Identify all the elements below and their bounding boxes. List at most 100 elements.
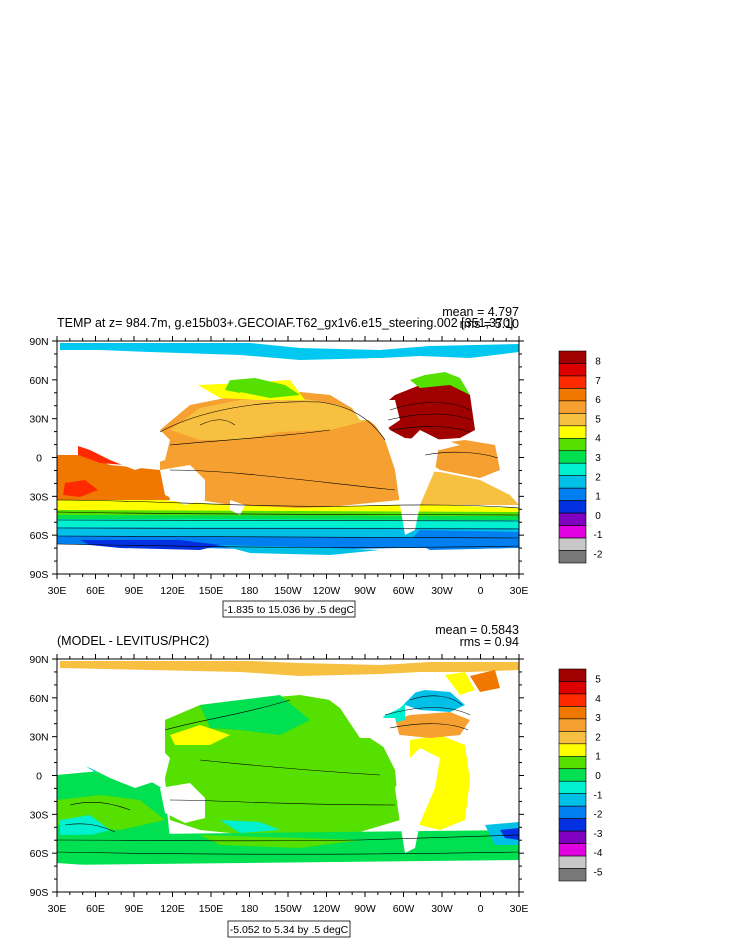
panel-2-subtitle: -5.052 to 5.34 by .5 degC <box>230 924 349 936</box>
colorbar-label: 3 <box>595 713 601 724</box>
pacific-anomaly <box>165 695 400 838</box>
y-tick-label: 30N <box>29 414 48 426</box>
colorbar-label: 2 <box>595 472 601 483</box>
panel-1-subtitle: -1.835 to 15.036 by .5 degC <box>224 604 355 616</box>
panel-1: TEMP at z= 984.7m, g.e15b03+.GECOIAF.T62… <box>29 305 603 618</box>
x-tick-label: 0 <box>478 585 484 597</box>
x-tick-label: 60E <box>86 903 105 915</box>
colorbar-swatch <box>558 350 587 364</box>
colorbar-label: -2 <box>594 549 603 560</box>
y-tick-label: 90N <box>29 336 48 348</box>
x-tick-label: 60W <box>393 585 415 597</box>
colorbar-swatch <box>558 413 587 427</box>
colorbar-swatch <box>558 450 587 464</box>
tropical-atlantic-field <box>425 440 500 478</box>
panel-1-subtitle-box <box>222 600 356 618</box>
x-tick-label: 120E <box>160 585 185 597</box>
x-tick-label: 90E <box>125 585 144 597</box>
colorbar-swatch <box>558 525 587 539</box>
panel-1-y-tick-labels: 90N 60N 30N 0 30S 60S 90S <box>29 336 48 581</box>
y-tick-label: 90S <box>30 887 49 899</box>
y-tick-label: 30S <box>30 809 49 821</box>
x-tick-label: 120E <box>160 903 185 915</box>
north-pacific-green <box>232 378 300 398</box>
x-tick-label: 120W <box>313 585 341 597</box>
colorbar-label: 5 <box>595 675 601 686</box>
colorbar-swatch <box>558 437 587 452</box>
x-tick-label: 180 <box>241 585 259 597</box>
colorbar-label: -2 <box>594 810 603 821</box>
colorbar-swatch <box>558 855 587 869</box>
panel-1-ticks <box>52 336 524 579</box>
colorbar-swatch <box>558 780 587 795</box>
panel-1-rms: rms = 5.10 <box>460 317 519 331</box>
panel-2-subtitle-box <box>227 920 351 938</box>
colorbar-label: -3 <box>594 829 603 840</box>
colorbar-label: 4 <box>595 434 601 445</box>
colorbar-swatch <box>558 843 587 857</box>
y-tick-label: 90S <box>30 569 49 581</box>
panel-2-ticks <box>52 654 524 897</box>
x-tick-label: 150W <box>274 903 302 915</box>
colorbar-swatch <box>558 668 587 682</box>
colorbar-label: 1 <box>595 752 601 763</box>
colorbar-swatch <box>558 731 587 745</box>
panel-2-rms: rms = 0.94 <box>460 635 519 649</box>
x-tick-label: 30E <box>48 585 67 597</box>
panel-2-contours <box>57 695 519 855</box>
africa-land <box>60 400 170 470</box>
x-tick-label: 90W <box>354 585 376 597</box>
x-tick-label: 60E <box>86 585 105 597</box>
colorbar-swatch <box>558 868 587 882</box>
colorbar-swatch <box>558 425 587 439</box>
y-tick-label: 30S <box>30 491 49 503</box>
y-tick-label: 60S <box>30 848 49 860</box>
colorbar-swatch <box>558 512 587 526</box>
panel-1-mean: mean = 4.797 <box>442 305 519 319</box>
colorbar-label: 4 <box>595 694 601 705</box>
colorbar-swatch <box>558 537 587 551</box>
colorbar-swatch <box>558 743 587 757</box>
colorbar-swatch <box>558 706 587 720</box>
panel-2-mean: mean = 0.5843 <box>435 623 519 637</box>
colorbar-label: 1 <box>595 492 601 503</box>
x-tick-label: 60W <box>393 903 415 915</box>
colorbar-swatch <box>558 693 587 707</box>
x-tick-label: 150E <box>199 903 224 915</box>
colorbar-swatch <box>558 681 587 695</box>
colorbar-label: 0 <box>595 511 601 522</box>
panel-1-colorbar: 8 7 6 5 4 3 2 1 0 -1 -2 <box>558 350 603 564</box>
colorbar-swatch <box>558 755 587 770</box>
x-tick-label: 0 <box>478 903 484 915</box>
x-tick-label: 30W <box>431 903 453 915</box>
colorbar-swatch <box>558 375 587 389</box>
panel-1-map-field <box>57 343 519 574</box>
colorbar-label: 5 <box>595 414 601 425</box>
x-tick-label: 150E <box>199 585 224 597</box>
colorbar-swatch <box>558 818 587 832</box>
y-tick-label: 60N <box>29 375 48 387</box>
colorbar-swatch <box>558 550 587 564</box>
x-tick-label: 30E <box>510 585 529 597</box>
x-tick-label: 150W <box>274 585 302 597</box>
colorbar-swatch <box>558 500 587 514</box>
north-america-land <box>320 676 420 738</box>
colorbar-swatch <box>558 388 587 402</box>
colorbar-label: -4 <box>594 848 603 859</box>
colorbar-swatch <box>558 805 587 819</box>
y-tick-label: 30N <box>29 732 48 744</box>
arctic-anomaly-field <box>60 661 519 676</box>
panel-2-colorbar: 5 4 3 2 1 0 -1 -2 -3 -4 -5 <box>558 668 603 882</box>
colorbar-swatch <box>558 718 587 732</box>
panel-2-x-tick-labels: 30E 60E 90E 120E 150E 180 150W 120W 90W 60W 30W 0 30… <box>48 903 529 915</box>
south-america-land <box>395 748 440 853</box>
x-tick-label: 120W <box>313 903 341 915</box>
x-tick-label: 30W <box>431 585 453 597</box>
colorbar-label: 8 <box>595 357 601 368</box>
colorbar-label: -5 <box>594 867 603 878</box>
north-america-land <box>320 358 420 420</box>
north-atlantic-field <box>383 383 475 440</box>
panel-2-title: (MODEL - LEVITUS/PHC2) <box>57 634 209 648</box>
x-tick-label: 90E <box>125 903 144 915</box>
